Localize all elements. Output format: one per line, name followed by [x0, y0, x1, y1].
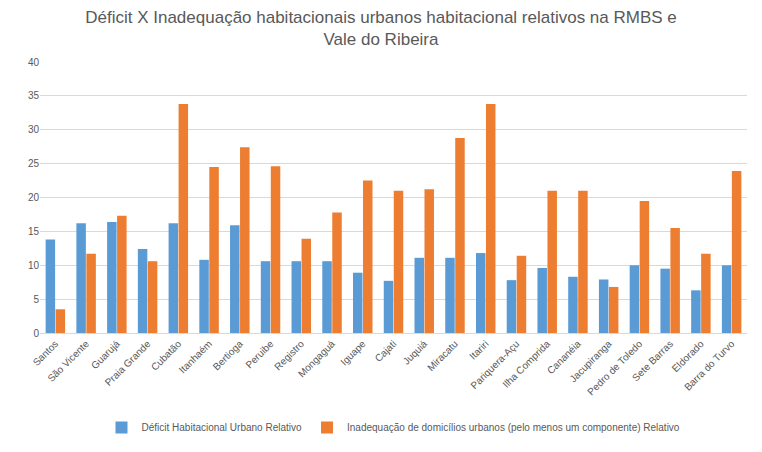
- svg-text:Sete Barras: Sete Barras: [630, 338, 675, 383]
- svg-text:Bertioga: Bertioga: [211, 338, 245, 372]
- svg-text:Déficit Habitacional Urbano Re: Déficit Habitacional Urbano Relativo: [142, 422, 303, 433]
- svg-text:Jacupiranga: Jacupiranga: [567, 338, 614, 385]
- svg-text:35: 35: [28, 90, 40, 101]
- svg-text:Peruibe: Peruibe: [243, 338, 275, 370]
- svg-text:Registro: Registro: [272, 338, 306, 372]
- svg-text:Itanhaém: Itanhaém: [177, 338, 214, 375]
- svg-text:30: 30: [28, 124, 40, 135]
- svg-text:Santos: Santos: [31, 338, 61, 368]
- svg-text:15: 15: [28, 226, 40, 237]
- svg-text:Eldorado: Eldorado: [670, 338, 706, 374]
- svg-text:São Vicente: São Vicente: [45, 338, 91, 384]
- svg-text:Pedro de Toledo: Pedro de Toledo: [585, 338, 644, 397]
- svg-text:Guarujá: Guarujá: [89, 338, 122, 371]
- svg-text:Cubatão: Cubatão: [149, 338, 184, 373]
- svg-text:5: 5: [33, 294, 39, 305]
- svg-text:Barra do Turvo: Barra do Turvo: [682, 338, 737, 393]
- svg-text:0: 0: [33, 328, 39, 339]
- svg-text:20: 20: [28, 192, 40, 203]
- svg-text:Déficit X Inadequação habitaci: Déficit X Inadequação habitacionais urba…: [85, 8, 677, 49]
- svg-text:Iguape: Iguape: [338, 338, 368, 368]
- svg-text:Pariquera-Açu: Pariquera-Açu: [468, 338, 521, 391]
- svg-text:Mongaguá: Mongaguá: [296, 338, 338, 380]
- svg-text:Itariri: Itariri: [467, 338, 491, 362]
- svg-text:Praia Grande: Praia Grande: [103, 338, 153, 388]
- svg-text:Inadequação de domicílios urba: Inadequação de domicílios urbanos (pelo …: [347, 422, 680, 433]
- svg-text:25: 25: [28, 158, 40, 169]
- svg-text:40: 40: [28, 57, 40, 68]
- svg-text:Juquiá: Juquiá: [401, 338, 430, 367]
- svg-text:Ilha Comprida: Ilha Comprida: [500, 338, 552, 390]
- svg-text:Cajati: Cajati: [373, 338, 399, 364]
- svg-text:Cananéia: Cananéia: [545, 338, 583, 376]
- svg-text:10: 10: [28, 260, 40, 271]
- svg-text:Miracatu: Miracatu: [425, 338, 460, 373]
